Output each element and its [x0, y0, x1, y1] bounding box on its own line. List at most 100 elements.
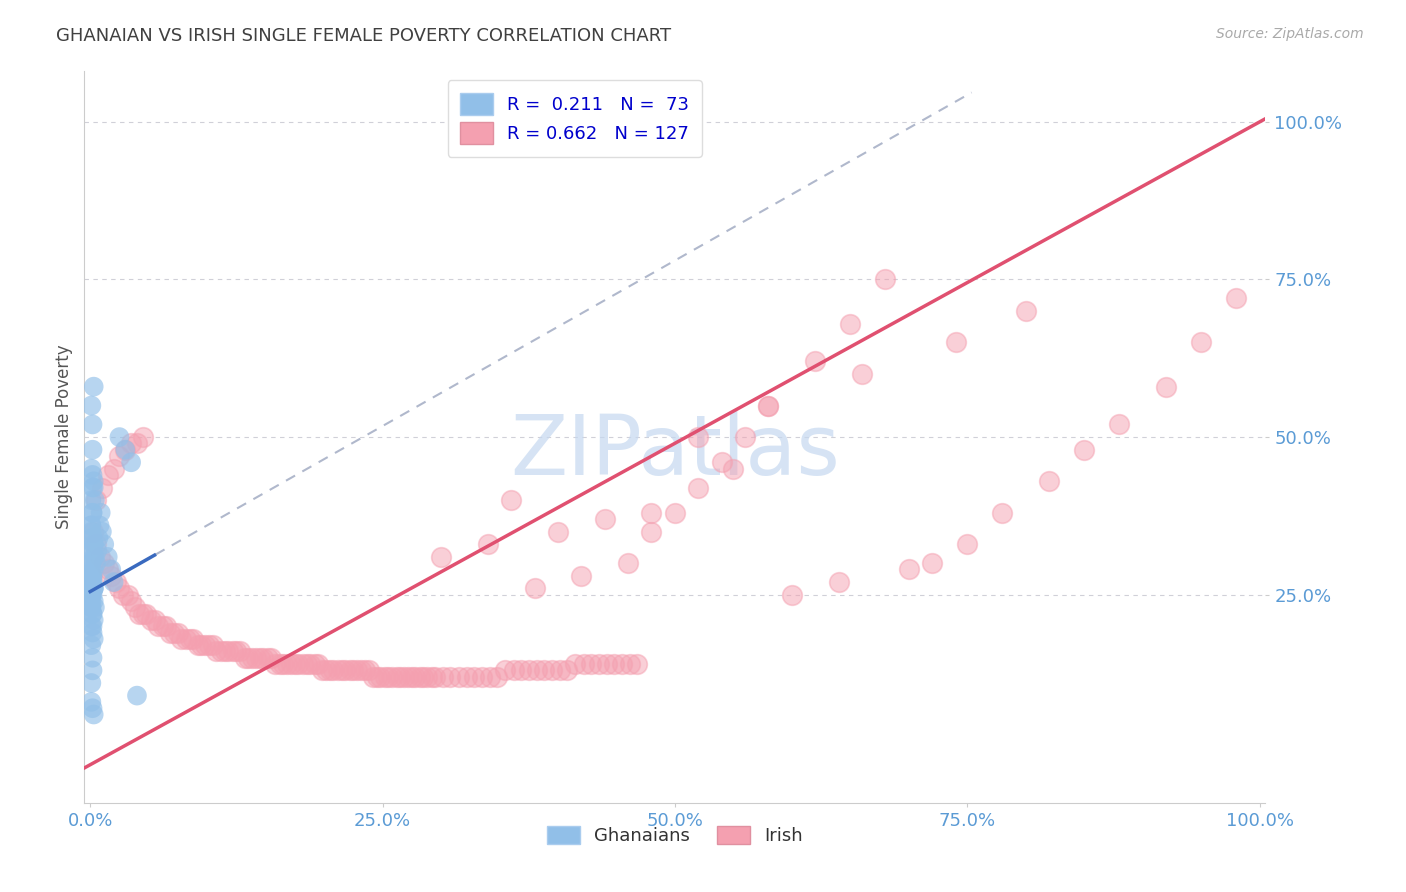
Point [804, 354, 827, 368]
Point [128, 607, 150, 621]
Point [108, 582, 131, 596]
Point [83, 600, 105, 615]
Point [304, 657, 326, 671]
Point [851, 367, 873, 381]
Point [83, 582, 105, 596]
Point [425, 670, 447, 684]
Point [83, 481, 105, 495]
Point [252, 650, 274, 665]
Point [159, 625, 181, 640]
Point [80, 556, 103, 570]
Point [84, 537, 107, 551]
Point [264, 657, 287, 671]
Point [477, 537, 499, 551]
Point [758, 399, 780, 413]
Point [201, 638, 224, 652]
Point [921, 556, 943, 570]
Point [1189, 335, 1212, 350]
Point [361, 670, 384, 684]
Point [569, 569, 592, 583]
Point [80, 556, 103, 570]
Point [640, 506, 662, 520]
Point [82, 650, 104, 665]
Text: GHANAIAN VS IRISH SINGLE FEMALE POVERTY CORRELATION CHART: GHANAIAN VS IRISH SINGLE FEMALE POVERTY … [56, 27, 672, 45]
Point [82, 524, 104, 539]
Point [80, 588, 103, 602]
Point [342, 664, 364, 678]
Point [322, 664, 344, 678]
Point [555, 664, 578, 678]
Point [108, 430, 131, 444]
Point [401, 670, 423, 684]
Point [479, 670, 502, 684]
Point [710, 455, 733, 469]
Point [83, 613, 105, 627]
Point [82, 531, 104, 545]
Point [89, 549, 111, 564]
Point [326, 664, 349, 678]
Point [501, 493, 523, 508]
Point [80, 569, 103, 583]
Point [640, 524, 662, 539]
Point [588, 657, 610, 671]
Point [664, 506, 686, 520]
Point [439, 670, 461, 684]
Point [547, 524, 569, 539]
Point [502, 664, 524, 678]
Point [82, 569, 104, 583]
Point [181, 632, 204, 646]
Point [84, 493, 107, 508]
Point [83, 474, 105, 488]
Point [86, 543, 108, 558]
Point [471, 670, 494, 684]
Point [486, 670, 509, 684]
Point [152, 619, 174, 633]
Point [214, 644, 236, 658]
Point [82, 417, 104, 432]
Point [564, 657, 586, 671]
Point [82, 575, 104, 590]
Point [447, 670, 470, 684]
Point [330, 664, 353, 678]
Point [1073, 442, 1095, 457]
Point [93, 537, 115, 551]
Point [381, 670, 404, 684]
Point [135, 607, 157, 621]
Point [139, 613, 162, 627]
Point [82, 569, 104, 583]
Point [257, 650, 280, 665]
Legend: Ghanaians, Irish: Ghanaians, Irish [540, 819, 810, 852]
Point [82, 481, 104, 495]
Point [83, 582, 105, 596]
Point [526, 664, 548, 678]
Point [307, 657, 329, 671]
Point [593, 512, 616, 526]
Point [82, 467, 104, 482]
Point [190, 638, 212, 652]
Point [374, 670, 396, 684]
Point [82, 506, 104, 520]
Point [287, 657, 309, 671]
Point [222, 644, 245, 658]
Point [339, 664, 361, 678]
Point [103, 461, 125, 475]
Point [723, 461, 745, 475]
Point [80, 676, 103, 690]
Point [357, 664, 380, 678]
Point [82, 442, 104, 457]
Point [167, 625, 190, 640]
Point [80, 638, 103, 652]
Point [271, 657, 294, 671]
Point [83, 549, 105, 564]
Point [89, 518, 111, 533]
Point [1038, 474, 1060, 488]
Point [517, 664, 540, 678]
Point [617, 556, 640, 570]
Point [170, 632, 193, 646]
Point [117, 588, 139, 602]
Point [114, 442, 136, 457]
Point [319, 664, 342, 678]
Point [198, 638, 221, 652]
Point [463, 670, 485, 684]
Point [875, 272, 897, 286]
